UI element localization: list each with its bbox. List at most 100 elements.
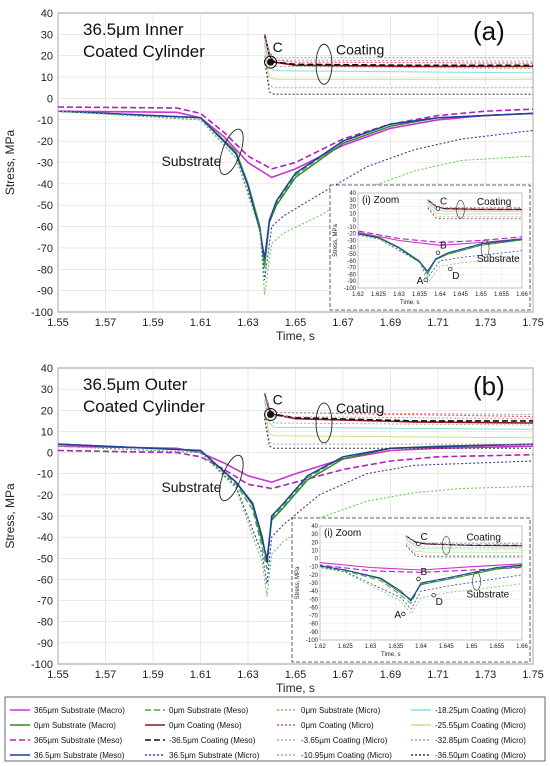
inset-y-tick: 40	[349, 191, 356, 197]
inset-x-tick: 1.635	[412, 292, 428, 298]
y-tick-label: -90	[37, 638, 53, 650]
inset-series-line-macro365	[320, 562, 522, 571]
inset-substrate-ellipse	[472, 572, 481, 591]
inset-point-marker	[448, 266, 453, 272]
x-tick-label: 1.71	[427, 317, 448, 329]
y-tick-label: -40	[37, 179, 53, 191]
inset-x-tick: 1.625	[338, 644, 354, 650]
y-tick-label: -20	[37, 490, 53, 502]
inset-series-line-micro0	[358, 234, 522, 284]
inset-x-tick: 1.64	[434, 292, 446, 298]
inset-series-line-micro365	[320, 566, 522, 610]
series-line-coat0meso	[263, 34, 533, 67]
point-c-label: C	[273, 392, 283, 408]
inset-series-line-c1825	[427, 202, 522, 212]
legend-entry: 36.5μm Substrate (Micro)	[169, 751, 260, 760]
inset-series-line-c1095	[405, 537, 522, 548]
x-tick-label: 1.59	[142, 317, 163, 329]
inset-series-group	[358, 199, 522, 284]
y-tick-label: -70	[37, 596, 53, 608]
inset-point-label-D: D	[436, 597, 443, 608]
x-tick-label: 1.69	[380, 317, 401, 329]
inset-point-marker	[416, 541, 421, 547]
inset-x-tick: 1.63	[393, 292, 405, 298]
inset-y-tick: -90	[347, 279, 356, 285]
x-tick-label: 1.75	[522, 669, 543, 681]
series-line-meso365	[58, 106, 533, 170]
y-tick-label: 20	[41, 51, 53, 63]
series-line-meso365	[58, 449, 533, 490]
legend-entry: 0μm Substrate (Macro)	[34, 721, 116, 730]
inset-y-tick: 40	[311, 524, 318, 530]
series-line-c365n	[264, 38, 533, 62]
x-tick-label: 1.69	[380, 669, 401, 681]
inset-x-label: Time, s	[381, 652, 400, 658]
inset-y-tick: -40	[309, 589, 318, 595]
inset-series-line-meso365b	[320, 564, 522, 602]
legend-entry: -10.95μm Coating (Micro)	[301, 751, 392, 760]
inset-point-marker	[423, 277, 428, 283]
x-tick-label: 1.73	[475, 669, 496, 681]
legend-entry: -3.65μm Coating (Micro)	[301, 736, 388, 745]
y-tick-label: 10	[41, 426, 53, 438]
y-tick-label: -50	[37, 553, 53, 565]
y-tick-label: -90	[37, 286, 53, 298]
panel-title-line2: Coated Cylinder	[83, 42, 205, 61]
inset-series-line-c365n	[405, 536, 522, 546]
x-tick-label: 1.67	[332, 317, 353, 329]
legend-entry: -18.25μm Coating (Micro)	[435, 706, 526, 715]
y-tick-label: -40	[37, 532, 53, 544]
x-tick-label: 1.61	[190, 669, 211, 681]
legend-entry: -25.55μm Coating (Micro)	[435, 721, 526, 730]
series-line-c2555	[264, 410, 533, 439]
legend-entry: 36.5μm Substrate (Meso)	[34, 751, 125, 760]
x-tick-label: 1.57	[95, 317, 116, 329]
inset-series-line-c1825	[405, 538, 522, 550]
legend-entry: -36.5μm Coating (Meso)	[169, 736, 256, 745]
series-line-c1825	[264, 44, 533, 74]
legend-entry: 365μm Substrate (Meso)	[34, 736, 123, 745]
inset-point-label-A: A	[394, 610, 401, 621]
x-tick-label: 1.61	[190, 317, 211, 329]
legend-entry: 0μm Coating (Meso)	[169, 721, 242, 730]
inset-series-line-coat365micro	[405, 535, 522, 544]
inset-series-line-c1095	[427, 202, 522, 211]
inset-y-tick: -70	[347, 266, 356, 272]
inset-x-tick: 1.66	[516, 644, 528, 650]
inset-point-marker	[431, 593, 436, 598]
x-tick-label: 1.67	[332, 669, 353, 681]
coating-ellipse	[315, 43, 333, 85]
point-c-marker	[267, 411, 275, 419]
point-c-marker	[267, 58, 275, 66]
substrate-ellipse	[219, 128, 244, 176]
inset-point-label-B: B	[440, 241, 447, 252]
inset-y-tick: 10	[311, 548, 318, 554]
inset-x-tick: 1.625	[371, 292, 387, 298]
inset-series-line-c2555	[427, 204, 522, 215]
series-line-c3650	[264, 59, 533, 95]
inset-y-label: Stress, MPa	[295, 566, 301, 599]
panel-label: (b)	[473, 371, 505, 401]
inset-x-tick: 1.655	[489, 644, 505, 650]
series-line-c2555	[264, 51, 533, 80]
y-tick-label: 10	[41, 72, 53, 84]
y-tick-label: 40	[41, 363, 53, 375]
y-axis-label: Stress, MPa	[3, 130, 17, 196]
series-line-micro0	[58, 110, 533, 295]
y-axis-label: Stress, MPa	[3, 483, 17, 549]
inset-series-line-coat365micro	[427, 199, 522, 208]
x-tick-label: 1.65	[285, 669, 306, 681]
y-tick-label: 30	[41, 29, 53, 41]
series-line-coat0meso	[263, 393, 533, 422]
series-line-coat0micro	[264, 34, 533, 64]
inset-y-tick: 0	[353, 218, 357, 224]
y-tick-label: 0	[47, 448, 53, 460]
x-tick-label: 1.59	[142, 669, 163, 681]
inset-y-tick: -60	[309, 605, 318, 611]
y-tick-label: -10	[37, 115, 53, 127]
inset-x-tick: 1.65	[475, 292, 487, 298]
x-tick-label: 1.55	[47, 669, 68, 681]
series-line-micro0	[58, 445, 533, 597]
inset-y-tick: -20	[309, 573, 318, 579]
inset-point-label-A: A	[417, 276, 424, 287]
